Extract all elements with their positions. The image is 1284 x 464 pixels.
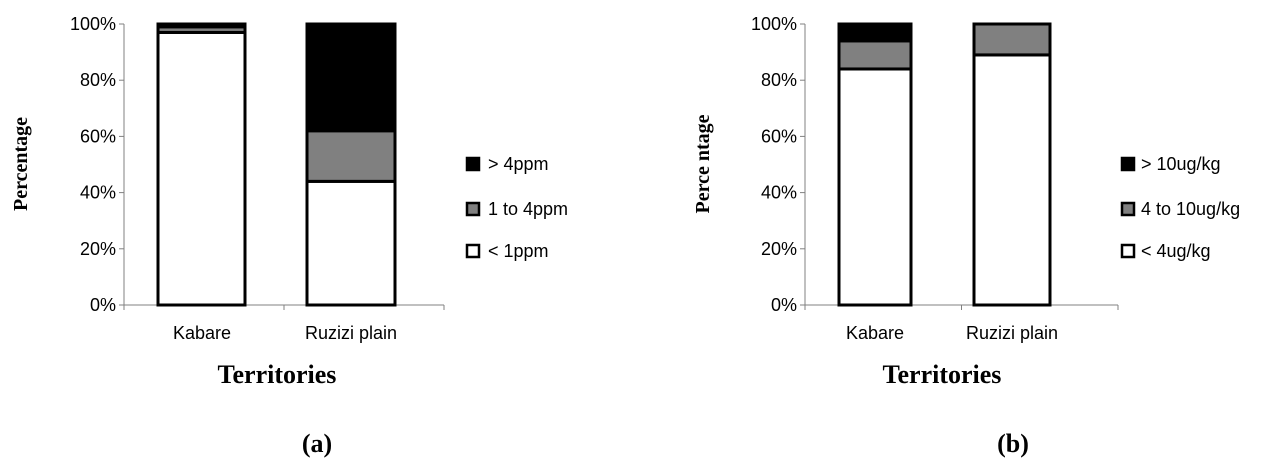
legend-label: 1 to 4ppm <box>488 199 568 219</box>
legend-swatch <box>465 243 481 259</box>
y-axis-title: Perce ntage <box>692 114 714 213</box>
x-tick-label: Kabare <box>173 323 231 343</box>
y-tick-label: 60% <box>761 126 797 146</box>
y-tick-label: 0% <box>90 295 116 315</box>
y-tick-label: 20% <box>80 239 116 259</box>
bar-segment <box>837 39 913 71</box>
legend-swatch <box>465 156 481 172</box>
y-tick-label: 100% <box>751 14 797 34</box>
legend-swatch <box>1120 156 1136 172</box>
bar-segment <box>156 22 247 29</box>
bar-segment <box>156 30 247 307</box>
legend-label: > 10ug/kg <box>1141 154 1221 174</box>
y-axis-title: Percentage <box>10 117 32 211</box>
y-tick-label: 100% <box>70 14 116 34</box>
x-axis-title: Territories <box>883 360 1002 389</box>
x-tick-label: Kabare <box>846 323 904 343</box>
bar-segment <box>837 67 913 307</box>
panel-caption: (a) <box>302 429 332 458</box>
y-tick-label: 80% <box>761 70 797 90</box>
y-tick-label: 60% <box>80 126 116 146</box>
bar-segment <box>305 179 397 307</box>
bar-segment <box>972 22 1052 57</box>
legend-swatch <box>1120 201 1136 217</box>
y-tick-label: 40% <box>761 183 797 203</box>
legend-swatch <box>465 201 481 217</box>
legend-label: < 1ppm <box>488 241 549 261</box>
y-tick-label: 80% <box>80 70 116 90</box>
legend-label: > 4ppm <box>488 154 549 174</box>
legend-label: < 4ug/kg <box>1141 241 1211 261</box>
chart-panel-b: 0% 20% 40% 60% 80% 100% Kabare Ruzizi plain Terr… <box>692 14 1240 458</box>
legend-swatch <box>1120 243 1136 259</box>
chart-panel-a: 0% 20% 40% 60% 80% 100% Kabare Ruzizi plain Terr… <box>10 14 568 458</box>
bar-segment <box>837 22 913 43</box>
bar-segment <box>972 53 1052 307</box>
x-tick-label: Ruzizi plain <box>966 323 1058 343</box>
y-tick-label: 0% <box>771 295 797 315</box>
legend-label: 4 to 10ug/kg <box>1141 199 1240 219</box>
bar-segment <box>305 22 397 133</box>
x-tick-label: Ruzizi plain <box>305 323 397 343</box>
bar-segment <box>305 129 397 183</box>
panel-caption: (b) <box>997 429 1029 458</box>
y-tick-label: 40% <box>80 183 116 203</box>
x-axis-title: Territories <box>218 360 337 389</box>
y-tick-label: 20% <box>761 239 797 259</box>
